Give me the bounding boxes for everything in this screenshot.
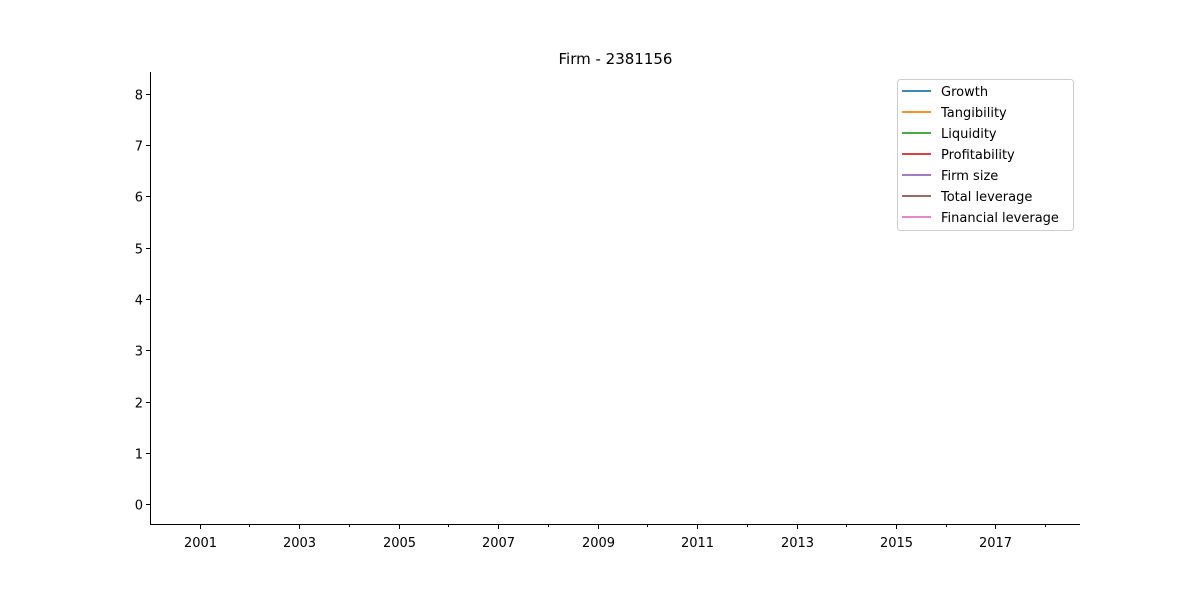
legend-entries: Growth Tangibility Liquidity Profitability F… [902, 85, 1059, 226]
x-tick-label: 2005 [383, 536, 416, 551]
y-tick-label: 6 [135, 191, 143, 206]
x-axis-ticks: 2001 2003 2005 2007 2009 2011 2013 2015 2017 [184, 525, 1046, 551]
x-tick-label: 2011 [681, 536, 714, 551]
legend-label: Firm size [941, 169, 998, 184]
legend-item: Firm size [902, 169, 998, 184]
y-tick-label: 5 [135, 243, 143, 258]
y-tick-label: 4 [135, 294, 143, 309]
y-tick-label: 1 [135, 448, 143, 463]
legend-item: Tangibility [902, 106, 1007, 121]
axes [150, 72, 1080, 525]
legend-item: Growth [902, 85, 988, 100]
y-tick-label: 8 [135, 89, 143, 104]
y-tick-label: 2 [135, 397, 143, 412]
x-tick-label: 2015 [880, 536, 913, 551]
y-axis-ticks: 0 1 2 3 4 5 6 7 8 [135, 89, 150, 514]
legend-item: Financial leverage [902, 211, 1059, 226]
legend: Growth Tangibility Liquidity Profitability F… [897, 79, 1074, 231]
legend-label: Financial leverage [941, 211, 1059, 226]
x-tick-label: 2009 [582, 536, 615, 551]
y-tick-label: 0 [135, 499, 143, 514]
x-tick-label: 2003 [283, 536, 316, 551]
chart-title: Firm - 2381156 [559, 50, 673, 68]
legend-label: Growth [941, 85, 988, 100]
legend-label: Total leverage [940, 190, 1032, 205]
legend-item: Total leverage [902, 190, 1032, 205]
legend-item: Liquidity [902, 127, 997, 142]
legend-label: Profitability [941, 148, 1015, 163]
legend-item: Profitability [902, 148, 1015, 163]
x-tick-label: 2001 [184, 536, 217, 551]
y-tick-label: 7 [135, 140, 143, 155]
x-tick-label: 2013 [781, 536, 814, 551]
legend-label: Tangibility [940, 106, 1007, 121]
legend-label: Liquidity [941, 127, 997, 142]
x-tick-label: 2007 [482, 536, 515, 551]
legend-frame [897, 79, 1074, 231]
y-tick-label: 3 [135, 345, 143, 360]
x-tick-label: 2017 [979, 536, 1012, 551]
